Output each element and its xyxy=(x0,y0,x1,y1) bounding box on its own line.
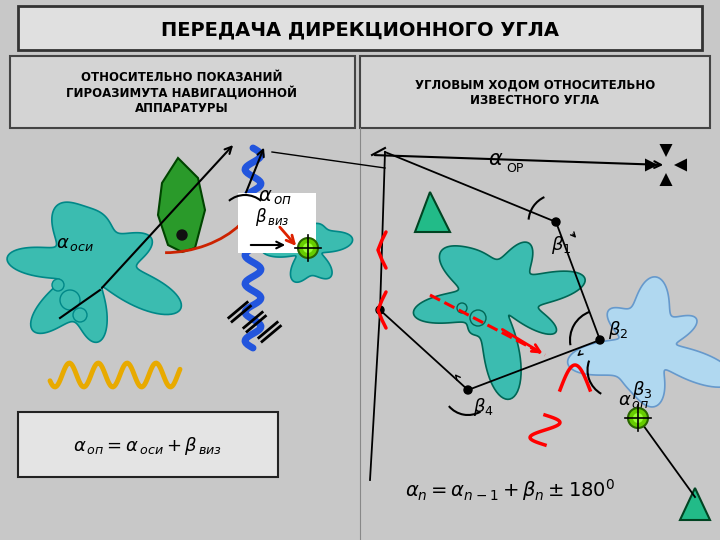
Text: ОТНОСИТЕЛЬНО ПОКАЗАНИЙ
ГИРОАЗИМУТА НАВИГАЦИОННОЙ
АППАРАТУРЫ: ОТНОСИТЕЛЬНО ПОКАЗАНИЙ ГИРОАЗИМУТА НАВИГ… xyxy=(66,71,297,115)
Text: $\beta_3$: $\beta_3$ xyxy=(632,379,652,401)
Polygon shape xyxy=(660,173,672,186)
Circle shape xyxy=(552,218,560,226)
Circle shape xyxy=(628,408,648,428)
Circle shape xyxy=(470,310,486,326)
Text: $\alpha_{\,оси}$: $\alpha_{\,оси}$ xyxy=(56,235,94,253)
Circle shape xyxy=(60,290,80,310)
Polygon shape xyxy=(7,202,181,342)
Circle shape xyxy=(457,303,467,313)
Bar xyxy=(10,56,355,128)
Polygon shape xyxy=(567,277,720,407)
Circle shape xyxy=(303,243,313,253)
Circle shape xyxy=(596,336,604,344)
Text: $\alpha_{\,оп}=\alpha_{\,оси}+\beta_{\,виз}$: $\alpha_{\,оп}=\alpha_{\,оси}+\beta_{\,в… xyxy=(73,435,222,457)
Polygon shape xyxy=(415,192,450,232)
Text: ПЕРЕДАЧА ДИРЕКЦИОННОГО УГЛА: ПЕРЕДАЧА ДИРЕКЦИОННОГО УГЛА xyxy=(161,21,559,39)
Polygon shape xyxy=(158,158,205,252)
Circle shape xyxy=(298,238,318,258)
Text: ОР: ОР xyxy=(506,162,523,175)
Text: $\alpha$: $\alpha$ xyxy=(488,149,503,169)
Circle shape xyxy=(177,230,187,240)
Text: $\alpha_{\,оп}$: $\alpha_{\,оп}$ xyxy=(618,392,649,410)
Text: $\beta_2$: $\beta_2$ xyxy=(608,319,629,341)
Circle shape xyxy=(376,306,384,314)
Text: $\beta_{\,виз}$: $\beta_{\,виз}$ xyxy=(255,206,289,228)
Polygon shape xyxy=(413,242,585,400)
Text: УГЛОВЫМ ХОДОМ ОТНОСИТЕЛЬНО
ИЗВЕСТНОГО УГЛА: УГЛОВЫМ ХОДОМ ОТНОСИТЕЛЬНО ИЗВЕСТНОГО УГ… xyxy=(415,79,655,107)
Polygon shape xyxy=(261,219,353,282)
Polygon shape xyxy=(645,159,658,172)
Bar xyxy=(18,6,702,50)
Text: $\alpha_{\,оп}$: $\alpha_{\,оп}$ xyxy=(258,188,292,207)
Polygon shape xyxy=(674,159,687,172)
Bar xyxy=(360,56,710,128)
Circle shape xyxy=(52,279,64,291)
Circle shape xyxy=(464,386,472,394)
Text: $\alpha_n=\alpha_{n-1}+\beta_n\pm180^0$: $\alpha_n=\alpha_{n-1}+\beta_n\pm180^0$ xyxy=(405,477,615,503)
Text: $\beta_1$: $\beta_1$ xyxy=(551,234,572,256)
Bar xyxy=(18,412,278,477)
Circle shape xyxy=(633,413,643,423)
Circle shape xyxy=(73,308,87,322)
Bar xyxy=(238,193,316,253)
Polygon shape xyxy=(660,144,672,157)
Text: $\beta_4$: $\beta_4$ xyxy=(473,396,494,418)
Polygon shape xyxy=(680,488,710,520)
